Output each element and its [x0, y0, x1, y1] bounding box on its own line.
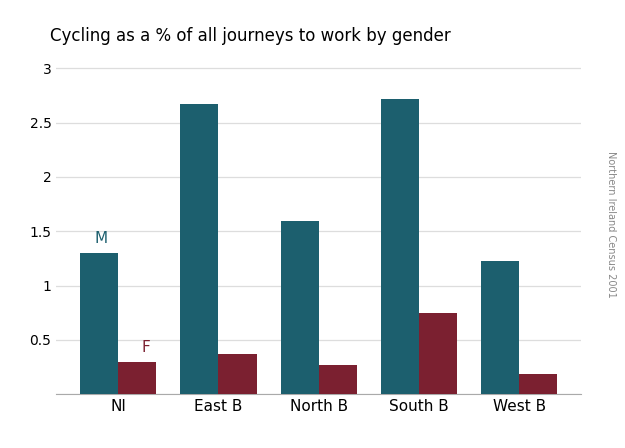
- Bar: [381, 99, 419, 394]
- Bar: [481, 261, 519, 394]
- Text: M: M: [94, 232, 108, 246]
- Text: F: F: [141, 340, 150, 355]
- Bar: [219, 354, 257, 394]
- Bar: [80, 253, 118, 394]
- Text: Cycling as a % of all journeys to work by gender: Cycling as a % of all journeys to work b…: [50, 27, 451, 45]
- Bar: [319, 365, 357, 394]
- Bar: [118, 362, 156, 394]
- Bar: [419, 313, 457, 394]
- Bar: [281, 221, 319, 394]
- Bar: [181, 104, 219, 394]
- Bar: [519, 374, 558, 394]
- Text: Northern Ireland Census 2001: Northern Ireland Census 2001: [606, 151, 616, 297]
